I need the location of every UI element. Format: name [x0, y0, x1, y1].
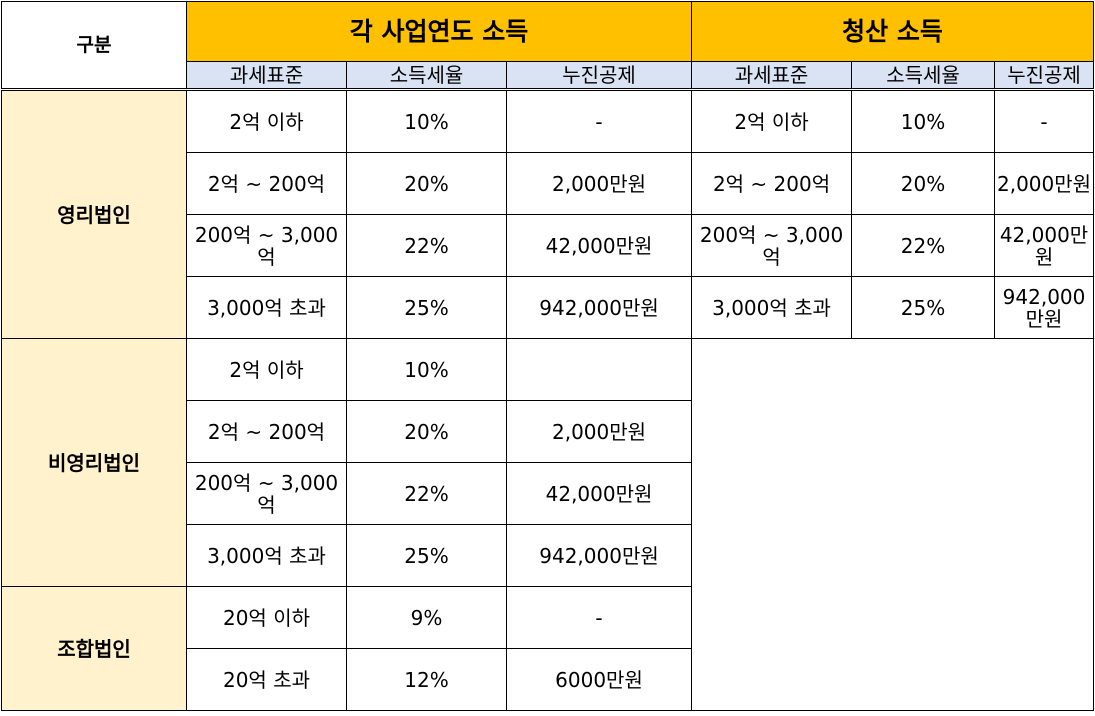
col-header-rate-b: 소득세율 [851, 61, 996, 91]
cell-base: 20억 초과 [186, 648, 347, 711]
cell-liq-base: 200억 ~ 3,000억 [691, 214, 853, 277]
category-profit-corp: 영리법인 [1, 89, 187, 339]
col-header-base-a: 과세표준 [186, 61, 347, 91]
col-header-base-b: 과세표준 [691, 61, 853, 91]
cell-base: 2억 ~ 200억 [186, 152, 347, 215]
table-row: 영리법인 2억 이하 10% - 2억 이하 10% - [1, 89, 1095, 339]
cell-deduct: 942,000만원 [505, 524, 693, 587]
table-row: 20억 초과 12% 6000만원 [2, 648, 1094, 711]
cell-base: 2억 이하 [186, 338, 347, 401]
cell-rate: 12% [346, 648, 507, 711]
col-header-deduct-b: 누진공제 [994, 61, 1095, 91]
cell-deduct [505, 338, 693, 401]
cell-rate: 10% [346, 338, 507, 401]
cell-deduct: - [505, 89, 693, 153]
cell-liq-base: 2억 이하 [691, 89, 853, 153]
cell-rate: 22% [346, 462, 507, 525]
cell-rate: 25% [346, 276, 507, 339]
cell-deduct: - [505, 586, 693, 649]
cell-deduct: 42,000만원 [505, 462, 693, 525]
header-liquidation-income: 청산 소득 [691, 1, 1095, 62]
cell-deduct: 6000만원 [505, 648, 693, 711]
cell-deduct: 942,000만원 [505, 276, 693, 339]
cell-rate: 25% [346, 524, 507, 587]
cell-liq-deduct: 942,000만원 [994, 276, 1095, 339]
table-row: 비영리법인 2억 이하 10% [1, 338, 1095, 711]
table-row: 200억 ~ 3,000억 22% 42,000만원 [2, 462, 1094, 525]
category-nonprofit-corp: 비영리법인 [1, 338, 187, 587]
header-gubun: 구분 [1, 1, 187, 91]
cell-liq-rate: 10% [851, 89, 996, 153]
category-union-corp: 조합법인 [1, 586, 187, 711]
header-business-year-income: 각 사업연도 소득 [185, 1, 693, 62]
cell-liq-rate: 25% [851, 276, 996, 339]
cell-liq-rate: 20% [851, 152, 996, 215]
cell-rate: 20% [346, 152, 507, 215]
cell-base: 20억 이하 [186, 586, 347, 649]
table-row: 2억 ~ 200억 20% 2,000만원 2억 ~ 200억 20% 2,00… [2, 152, 1095, 215]
cell-deduct: 2,000만원 [505, 400, 693, 463]
cell-base: 200억 ~ 3,000억 [186, 462, 347, 525]
empty-area [691, 338, 1095, 711]
table-row: 3,000억 초과 25% 942,000만원 [2, 524, 1094, 587]
col-header-deduct-a: 누진공제 [505, 61, 693, 91]
col-header-rate-a: 소득세율 [346, 61, 507, 91]
table-row: 조합법인 20억 이하 9% - [1, 586, 1094, 711]
cell-base: 2억 이하 [186, 89, 347, 153]
cell-liq-base: 2억 ~ 200억 [691, 152, 853, 215]
cell-liq-deduct: - [994, 89, 1095, 153]
cell-rate: 20% [346, 400, 507, 463]
cell-liq-deduct: 2,000만원 [994, 152, 1095, 215]
table-row: 2억 ~ 200억 20% 2,000만원 [2, 400, 1094, 463]
cell-liq-deduct: 42,000만원 [994, 214, 1095, 277]
cell-rate: 22% [346, 214, 507, 277]
cell-rate: 10% [346, 89, 507, 153]
table-row: 3,000억 초과 25% 942,000만원 3,000억 초과 25% 94… [2, 276, 1095, 339]
cell-base: 3,000억 초과 [186, 524, 347, 587]
cell-liq-base: 3,000억 초과 [691, 276, 853, 339]
table-row: 200억 ~ 3,000억 22% 42,000만원 200억 ~ 3,000억… [2, 214, 1095, 277]
cell-base: 2억 ~ 200억 [186, 400, 347, 463]
cell-rate: 9% [346, 586, 507, 649]
cell-liq-rate: 22% [851, 214, 996, 277]
cell-base: 200억 ~ 3,000억 [186, 214, 347, 277]
cell-deduct: 2,000만원 [505, 152, 693, 215]
cell-base: 3,000억 초과 [186, 276, 347, 339]
cell-deduct: 42,000만원 [505, 214, 693, 277]
